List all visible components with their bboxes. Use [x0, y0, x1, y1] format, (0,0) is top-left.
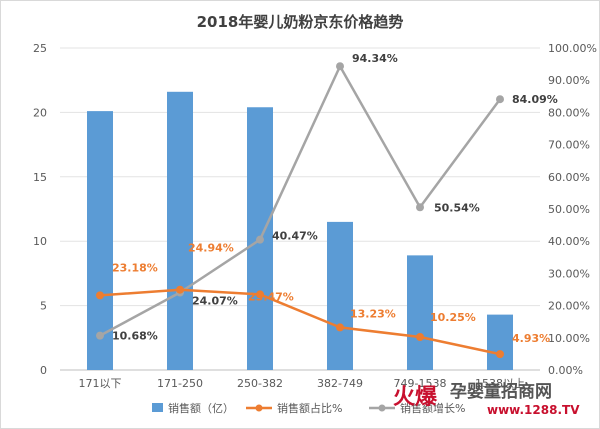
- category-label: 250-382: [237, 377, 283, 390]
- share-line: [99, 288, 501, 356]
- gridlines: [60, 47, 540, 307]
- legend-swatch-point: [378, 404, 386, 412]
- growth-data-label: 10.68%: [112, 330, 158, 343]
- growth-data-label: 50.54%: [434, 201, 480, 214]
- share-point: [96, 291, 104, 300]
- share-data-label: 4.93%: [512, 332, 550, 345]
- share-point: [256, 290, 264, 299]
- category-label: 382-749: [317, 377, 363, 390]
- watermark-url: www.1288.TV: [487, 403, 580, 417]
- right-axis-tick-label: 30.00%: [548, 267, 590, 280]
- bar: [167, 91, 193, 371]
- share-data-label: 13.23%: [350, 307, 396, 320]
- category-label: 171-250: [157, 377, 203, 390]
- right-axis-tick-label: 20.00%: [548, 300, 590, 313]
- bar: [487, 314, 513, 370]
- category-label: 749-1538: [394, 377, 447, 390]
- right-axis-tick-label: 70.00%: [548, 139, 590, 152]
- share-point: [336, 323, 344, 332]
- right-axis-tick-label: 0.00%: [548, 364, 583, 377]
- right-axis-tick-label: 80.00%: [548, 106, 590, 119]
- legend-label: 销售额增长%: [400, 401, 465, 415]
- growth-point: [256, 235, 264, 244]
- left-axis-tick-label: 20: [33, 106, 47, 119]
- right-axis-tick-label: 50.00%: [548, 203, 590, 216]
- share-data-label: 10.25%: [430, 311, 476, 324]
- growth-data-label: 94.34%: [352, 52, 398, 65]
- left-axis-tick-label: 0: [40, 364, 47, 377]
- watermark-brand: 火爆: [393, 385, 438, 410]
- left-axis-tick-label: 5: [40, 300, 47, 313]
- data-labels: 10.68% 24.07% 40.47% 94.34% 50.54% 84.09% 23.1…: [112, 52, 558, 345]
- category-label: 171以下: [79, 377, 122, 390]
- left-axis-tick-label: 10: [33, 235, 47, 248]
- growth-point: [96, 331, 104, 340]
- share-point: [496, 350, 504, 359]
- right-axis-tick-label: 10.00%: [548, 332, 590, 345]
- bar: [327, 221, 353, 370]
- legend-swatch-point: [255, 404, 263, 412]
- growth-point: [416, 203, 424, 212]
- right-axis-tick-label: 90.00%: [548, 74, 590, 87]
- growth-point: [496, 95, 504, 104]
- share-data-label: 23.18%: [112, 261, 158, 274]
- share-data-label: 23.47%: [248, 290, 294, 303]
- watermark: 火爆 孕婴童招商网 www.1288.TV: [393, 381, 580, 417]
- category-label: 1538以上: [475, 377, 525, 390]
- right-axis-tick-label: 100.00%: [548, 42, 597, 55]
- bar: [407, 255, 433, 370]
- line-series: [96, 62, 504, 359]
- chart-title: 2018年婴儿奶粉京东价格趋势: [197, 13, 404, 31]
- left-axis-tick-label: 15: [33, 171, 47, 184]
- bar: [87, 111, 113, 370]
- growth-data-label: 40.47%: [272, 230, 318, 243]
- share-point: [176, 285, 184, 294]
- right-axis-tick-label: 60.00%: [548, 171, 590, 184]
- legend-label: 销售额占比%: [277, 401, 342, 415]
- share-point: [416, 332, 424, 341]
- legend-swatch-bar: [152, 403, 163, 412]
- growth-data-label: 24.07%: [192, 294, 238, 307]
- legend: 销售额（亿） 销售额占比% 销售额增长%: [152, 401, 465, 415]
- right-axis-tick-label: 40.00%: [548, 235, 590, 248]
- left-axis-tick-label: 25: [33, 42, 47, 55]
- legend-label: 销售额（亿）: [168, 401, 234, 415]
- growth-line: [99, 64, 502, 337]
- axes: 0 5 10 15 20 25 0.00% 10.00% 20.00% 30.00% 40.00% 5…: [33, 42, 597, 390]
- growth-point: [336, 62, 344, 71]
- share-data-label: 24.94%: [188, 242, 234, 255]
- growth-data-label: 84.09%: [512, 93, 558, 106]
- watermark-site: 孕婴童招商网: [450, 381, 552, 402]
